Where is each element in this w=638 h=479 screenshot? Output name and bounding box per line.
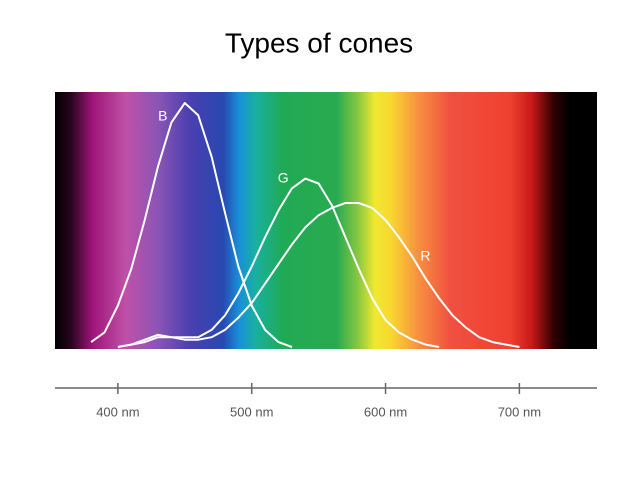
- x-tick-label: 400 nm: [96, 404, 139, 419]
- series-label: R: [420, 248, 430, 264]
- x-tick-label: 700 nm: [498, 404, 541, 419]
- x-tick-label: 600 nm: [364, 404, 407, 419]
- series-line: [90, 102, 293, 348]
- series-label: B: [158, 108, 167, 124]
- series-line: [117, 202, 520, 348]
- x-tick-label: 500 nm: [230, 404, 273, 419]
- series-label: G: [278, 169, 289, 185]
- chart-title: Types of cones: [225, 27, 413, 58]
- spectrum-background: [55, 92, 597, 349]
